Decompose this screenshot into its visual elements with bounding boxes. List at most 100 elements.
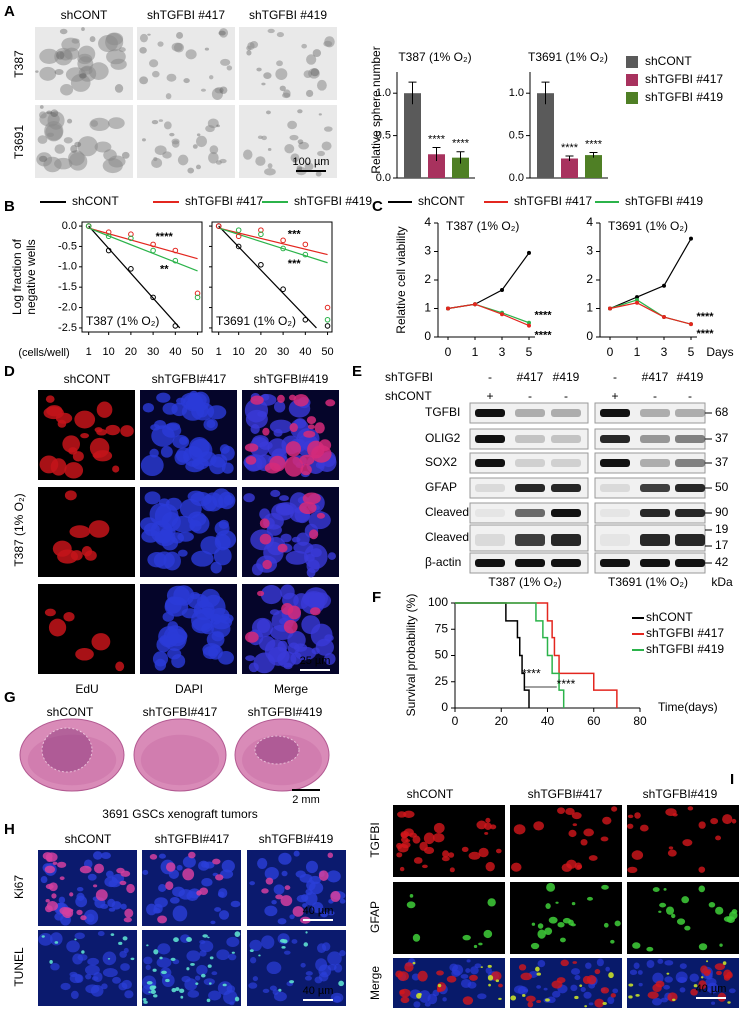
micrograph-feature xyxy=(46,110,53,115)
point xyxy=(324,304,331,311)
micrograph-feature xyxy=(76,887,84,892)
micrograph-feature xyxy=(612,988,619,994)
micrograph-feature xyxy=(296,165,303,172)
x-tick-label: 40 xyxy=(169,346,181,358)
y-tick-label: 0.0 xyxy=(62,220,77,232)
micrograph-feature xyxy=(552,990,561,998)
micrograph-feature xyxy=(722,814,733,825)
x-tick-label: 1 xyxy=(634,345,641,359)
micrograph-feature xyxy=(262,988,270,994)
micrograph-feature xyxy=(139,47,147,54)
micrograph-feature xyxy=(635,994,640,997)
micrograph-feature xyxy=(69,525,91,539)
micrograph-feature xyxy=(405,839,411,843)
micrograph-feature xyxy=(100,852,111,859)
micrograph-feature xyxy=(287,120,298,130)
micrograph-feature xyxy=(148,991,151,994)
micrograph-feature xyxy=(165,862,176,872)
micrograph-feature xyxy=(708,902,716,908)
band xyxy=(475,484,505,492)
y-tick-label: 1.0 xyxy=(376,87,391,99)
micrograph-feature xyxy=(60,84,74,96)
micrograph-feature xyxy=(535,966,540,972)
marker-label: 90 xyxy=(715,505,729,519)
channel-label: Merge xyxy=(274,682,308,696)
point xyxy=(258,261,264,268)
micrograph-feature xyxy=(511,862,522,872)
micrograph-feature xyxy=(666,906,675,915)
micrograph-feature xyxy=(646,946,654,952)
micrograph-feature xyxy=(277,394,285,403)
band xyxy=(475,534,505,546)
brain-section xyxy=(140,734,220,786)
micrograph-feature xyxy=(611,806,618,812)
micrograph-feature xyxy=(465,968,471,974)
micrograph-feature xyxy=(627,866,638,873)
micrograph-feature xyxy=(119,950,127,958)
band xyxy=(515,435,545,443)
significance: **** xyxy=(696,328,714,340)
y-tick-label: 100 xyxy=(428,595,448,609)
micrograph-feature xyxy=(257,857,268,869)
scale-label: 100 µm xyxy=(293,156,330,168)
micrograph-feature xyxy=(306,54,317,65)
micrograph-feature xyxy=(150,989,157,995)
micrograph-feature xyxy=(64,490,77,501)
lane-label: + xyxy=(486,389,493,403)
micrograph-feature xyxy=(318,870,329,881)
micrograph-feature xyxy=(250,957,257,964)
micrograph-feature xyxy=(423,832,435,845)
micrograph-feature xyxy=(245,631,259,643)
micrograph-feature xyxy=(292,159,297,163)
bar xyxy=(561,158,578,178)
micrograph-feature xyxy=(293,593,310,609)
y-tick-label: -2.5 xyxy=(58,322,77,334)
x-tick-label: 80 xyxy=(633,714,647,728)
micrograph-feature xyxy=(666,972,670,975)
micrograph-feature xyxy=(69,973,83,984)
micrograph-feature xyxy=(273,428,283,437)
x-tick-label: 60 xyxy=(587,714,601,728)
micrograph-feature xyxy=(706,960,709,963)
lane-label: #419 xyxy=(677,370,704,384)
micrograph-feature xyxy=(185,49,197,60)
significance: **** xyxy=(428,133,446,145)
cell-line-label: T387 (1% O₂) xyxy=(488,575,561,589)
micrograph-feature xyxy=(157,915,168,924)
micrograph-feature xyxy=(198,860,210,871)
micrograph-feature xyxy=(299,501,317,514)
micrograph-feature xyxy=(301,615,321,635)
band xyxy=(551,559,581,567)
point xyxy=(302,316,309,323)
line xyxy=(447,252,530,310)
micrograph-feature xyxy=(74,141,82,148)
micrograph-feature xyxy=(318,113,322,116)
micrograph-feature xyxy=(121,979,132,990)
micrograph-feature xyxy=(64,47,80,60)
micrograph-feature xyxy=(679,987,686,993)
micrograph-feature xyxy=(271,899,277,905)
micrograph-feature xyxy=(50,962,60,971)
micrograph-feature xyxy=(422,864,428,869)
point xyxy=(302,251,309,258)
y-tick-label: 25 xyxy=(435,674,449,688)
point xyxy=(150,294,156,301)
micrograph-feature xyxy=(107,898,116,908)
column-label: shCONT xyxy=(47,705,94,719)
micrograph-feature xyxy=(217,651,234,665)
micrograph-feature xyxy=(123,917,132,923)
micrograph-feature xyxy=(70,990,79,1000)
micrograph-feature xyxy=(85,984,100,994)
micrograph-feature xyxy=(498,997,502,1000)
micrograph-feature xyxy=(161,512,181,532)
micrograph-feature xyxy=(196,133,201,137)
micrograph-feature xyxy=(273,400,286,413)
bar xyxy=(428,154,445,178)
micrograph-feature xyxy=(243,493,255,503)
micrograph-feature xyxy=(580,987,586,992)
micrograph-feature xyxy=(275,68,288,81)
micrograph-feature xyxy=(485,967,492,974)
micrograph-feature xyxy=(56,51,65,60)
micrograph-feature xyxy=(100,903,109,909)
micrograph-feature xyxy=(284,144,295,154)
